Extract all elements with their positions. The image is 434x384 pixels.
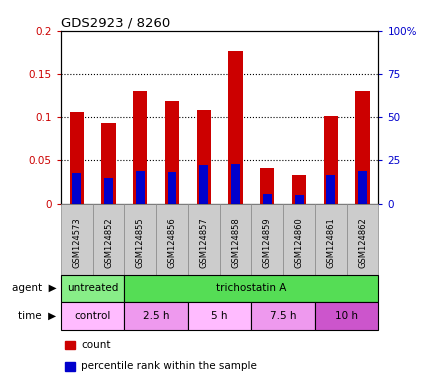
Bar — [262, 194, 271, 204]
Bar — [104, 177, 113, 204]
Bar — [167, 172, 176, 204]
Bar — [135, 170, 145, 204]
Bar — [260, 168, 274, 204]
Bar — [101, 123, 115, 204]
Text: GSM124858: GSM124858 — [230, 217, 240, 268]
Text: GSM124860: GSM124860 — [294, 217, 303, 268]
Text: GSM124852: GSM124852 — [104, 217, 113, 268]
Text: percentile rank within the sample: percentile rank within the sample — [81, 361, 256, 371]
Text: agent  ▶: agent ▶ — [12, 283, 56, 293]
Text: 7.5 h: 7.5 h — [270, 311, 296, 321]
Bar — [291, 175, 306, 204]
Bar — [323, 116, 337, 204]
Text: control: control — [74, 311, 111, 321]
Bar — [294, 195, 303, 204]
Text: GDS2923 / 8260: GDS2923 / 8260 — [61, 17, 170, 30]
Bar — [357, 170, 366, 204]
Text: untreated: untreated — [67, 283, 118, 293]
Text: 5 h: 5 h — [211, 311, 227, 321]
Text: GSM124862: GSM124862 — [357, 217, 366, 268]
Bar — [196, 110, 210, 204]
Text: GSM124573: GSM124573 — [72, 217, 81, 268]
Text: 10 h: 10 h — [335, 311, 357, 321]
Bar — [72, 173, 81, 204]
Text: trichostatin A: trichostatin A — [216, 283, 286, 293]
Text: GSM124856: GSM124856 — [167, 217, 176, 268]
Bar — [199, 165, 208, 204]
Text: GSM124859: GSM124859 — [262, 217, 271, 268]
Text: GSM124857: GSM124857 — [199, 217, 208, 268]
Bar — [355, 91, 369, 204]
Text: time  ▶: time ▶ — [18, 311, 56, 321]
Bar — [133, 91, 147, 204]
Bar — [230, 164, 240, 204]
Bar — [164, 101, 179, 204]
Bar — [326, 175, 335, 204]
Text: 2.5 h: 2.5 h — [143, 311, 169, 321]
Text: GSM124855: GSM124855 — [135, 217, 145, 268]
Text: count: count — [81, 340, 111, 350]
Bar — [69, 112, 84, 204]
Bar — [228, 51, 242, 204]
Text: GSM124861: GSM124861 — [326, 217, 335, 268]
